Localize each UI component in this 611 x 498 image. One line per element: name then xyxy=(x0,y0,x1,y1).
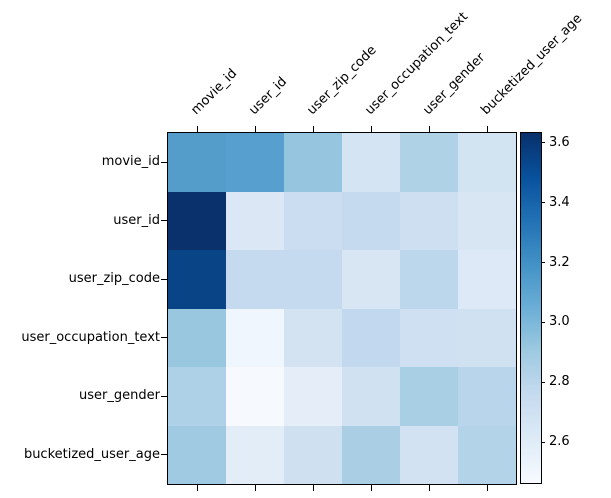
row-label-user_zip_code: user_zip_code xyxy=(68,271,160,287)
heatmap-cell-bucketized_user_age-user_gender xyxy=(400,425,458,484)
row-label-user_id: user_id xyxy=(113,212,160,228)
heatmap-cell-user_id-user_gender xyxy=(400,191,458,250)
colorbar-tick-label-3.2: 3.2 xyxy=(549,254,570,270)
heatmap-cell-user_zip_code-user_occupation_text xyxy=(342,250,400,309)
y-tick xyxy=(161,161,168,163)
heatmap-grid xyxy=(167,132,517,485)
colorbar-tick-label-2.8: 2.8 xyxy=(549,374,570,390)
colorbar-tick-label-3.6: 3.6 xyxy=(549,134,570,150)
row-label-movie_id: movie_id xyxy=(101,154,160,170)
heatmap-cell-movie_id-user_id xyxy=(226,133,284,192)
x-tick-bottom xyxy=(429,484,430,491)
heatmap-cell-user_occupation_text-user_id xyxy=(226,308,284,367)
y-tick xyxy=(161,337,168,339)
row-label-user_gender: user_gender xyxy=(79,388,160,404)
heatmap-cell-user_occupation_text-bucketized_user_age xyxy=(458,308,516,367)
heatmap-cell-bucketized_user_age-movie_id xyxy=(168,425,226,484)
heatmap-cell-user_gender-bucketized_user_age xyxy=(458,367,516,426)
heatmap-cell-user_zip_code-user_id xyxy=(226,250,284,309)
col-label-user_occupation_text: user_occupation_text xyxy=(362,9,472,119)
row-label-bucketized_user_age: bucketized_user_age xyxy=(23,446,160,462)
colorbar xyxy=(520,132,542,484)
heatmap-cell-user_zip_code-user_gender xyxy=(400,250,458,309)
colorbar-tick xyxy=(541,142,545,144)
colorbar-tick xyxy=(541,202,545,204)
heatmap-cell-movie_id-user_gender xyxy=(400,133,458,192)
heatmap-cell-user_id-user_occupation_text xyxy=(342,191,400,250)
heatmap-cell-bucketized_user_age-user_id xyxy=(226,425,284,484)
heatmap-cell-user_gender-user_id xyxy=(226,367,284,426)
colorbar-tick xyxy=(541,321,545,323)
heatmap-cell-movie_id-bucketized_user_age xyxy=(458,133,516,192)
x-tick-bottom xyxy=(255,484,256,491)
heatmap-cell-user_id-user_zip_code xyxy=(284,191,342,250)
x-tick-top xyxy=(255,126,256,133)
heatmap-cell-user_gender-user_zip_code xyxy=(284,367,342,426)
x-tick-bottom xyxy=(371,484,372,491)
heatmap-cell-user_id-bucketized_user_age xyxy=(458,191,516,250)
row-label-user_occupation_text: user_occupation_text xyxy=(21,329,160,345)
colorbar-tick xyxy=(541,381,545,383)
heatmap-cell-user_zip_code-movie_id xyxy=(168,250,226,309)
col-label-user_id: user_id xyxy=(246,74,291,118)
heatmap-cell-bucketized_user_age-user_occupation_text xyxy=(342,425,400,484)
y-tick xyxy=(161,454,168,456)
heatmap-cell-user_zip_code-bucketized_user_age xyxy=(458,250,516,309)
x-tick-top xyxy=(487,126,488,133)
x-tick-top xyxy=(313,126,314,133)
y-tick xyxy=(161,395,168,397)
heatmap-cell-user_id-movie_id xyxy=(168,191,226,250)
heatmap-cell-user_gender-user_gender xyxy=(400,367,458,426)
colorbar-tick xyxy=(541,441,545,443)
heatmap-cell-user_zip_code-user_zip_code xyxy=(284,250,342,309)
heatmap-cell-user_gender-movie_id xyxy=(168,367,226,426)
heatmap-cell-user_occupation_text-user_gender xyxy=(400,308,458,367)
col-label-bucketized_user_age: bucketized_user_age xyxy=(478,11,586,119)
heatmap-cell-user_id-user_id xyxy=(226,191,284,250)
heatmap-cell-movie_id-user_zip_code xyxy=(284,133,342,192)
x-tick-top xyxy=(371,126,372,133)
colorbar-tick-label-3.0: 3.0 xyxy=(549,314,570,330)
x-tick-top xyxy=(197,126,198,133)
heatmap-cell-bucketized_user_age-user_zip_code xyxy=(284,425,342,484)
heatmap-cell-user_occupation_text-user_zip_code xyxy=(284,308,342,367)
x-tick-bottom xyxy=(487,484,488,491)
colorbar-tick-label-2.6: 2.6 xyxy=(549,434,570,450)
x-tick-bottom xyxy=(313,484,314,491)
heatmap-cell-user_occupation_text-movie_id xyxy=(168,308,226,367)
y-tick xyxy=(161,220,168,222)
colorbar-tick-label-3.4: 3.4 xyxy=(549,194,570,210)
heatmap-cell-user_occupation_text-user_occupation_text xyxy=(342,308,400,367)
col-label-movie_id: movie_id xyxy=(188,66,241,118)
x-tick-top xyxy=(429,126,430,133)
x-tick-bottom xyxy=(197,484,198,491)
heatmap-cell-movie_id-user_occupation_text xyxy=(342,133,400,192)
heatmap-cell-movie_id-movie_id xyxy=(168,133,226,192)
colorbar-tick xyxy=(541,262,545,264)
y-tick xyxy=(161,278,168,280)
heatmap-cell-user_gender-user_occupation_text xyxy=(342,367,400,426)
heatmap-cell-bucketized_user_age-bucketized_user_age xyxy=(458,425,516,484)
